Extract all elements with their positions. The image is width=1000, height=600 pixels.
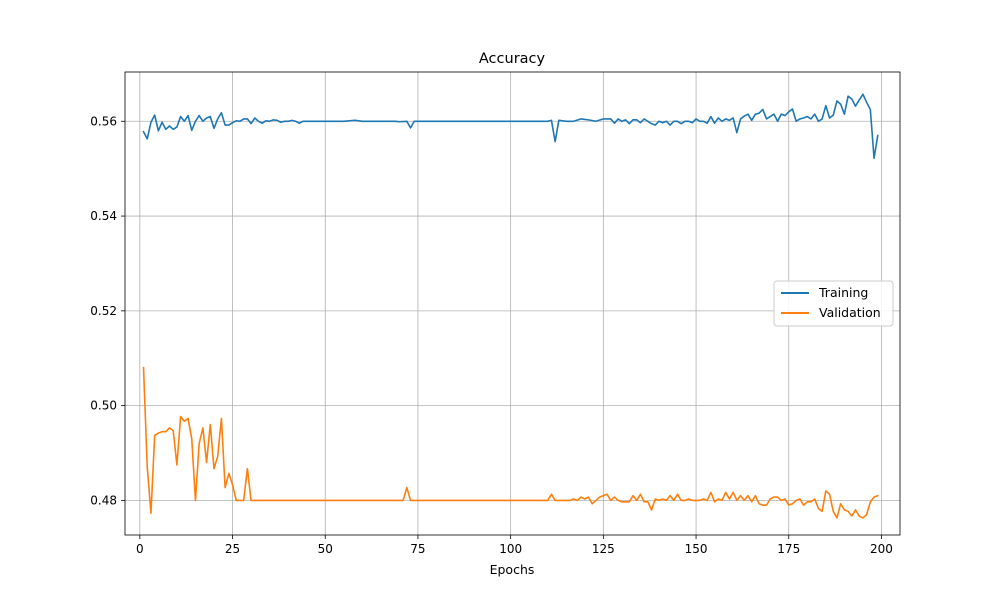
x-tick-label: 100 <box>499 542 522 556</box>
axis-ticks: 0 25 50 75 100 125 150 175 200 0.48 0.50 0.52 0.54 0.… <box>90 114 893 556</box>
legend: Training Validation <box>773 280 894 327</box>
x-tick-label: 200 <box>870 542 893 556</box>
y-tick-label: 0.50 <box>90 399 117 413</box>
y-tick-label: 0.48 <box>90 493 117 507</box>
x-tick-label: 175 <box>777 542 800 556</box>
x-tick-label: 125 <box>592 542 615 556</box>
series-layer <box>142 93 879 519</box>
series-line-validation <box>142 366 879 519</box>
x-tick-label: 50 <box>318 542 333 556</box>
y-tick-label: 0.52 <box>90 304 117 318</box>
chart-title: Accuracy <box>479 51 546 67</box>
plot-frame <box>124 71 901 536</box>
legend-label-training: Training <box>818 285 868 300</box>
y-tick-label: 0.54 <box>90 209 117 223</box>
series-line-training <box>142 93 879 160</box>
legend-label-validation: Validation <box>819 305 881 320</box>
x-tick-label: 25 <box>225 542 240 556</box>
x-tick-label: 0 <box>136 542 144 556</box>
x-tick-label: 75 <box>410 542 425 556</box>
x-axis-label: Epochs <box>490 562 535 577</box>
x-tick-label: 150 <box>685 542 708 556</box>
y-tick-label: 0.56 <box>90 114 117 128</box>
